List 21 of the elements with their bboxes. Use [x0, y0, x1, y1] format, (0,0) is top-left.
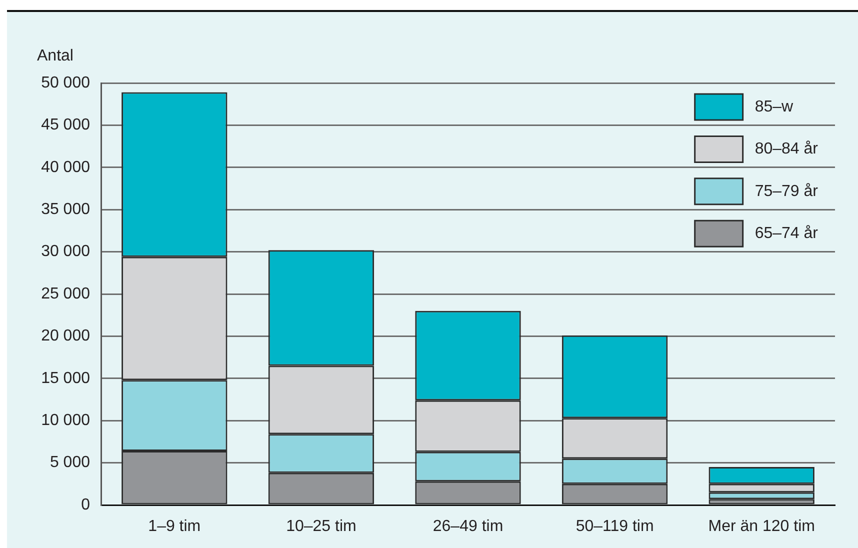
x-tick-label: 50–119 tim [576, 518, 654, 536]
y-tick-label: 5 000 [50, 454, 90, 472]
legend-label: 65–74 år [754, 225, 819, 242]
y-tick-label: 25 000 [41, 285, 90, 302]
y-tick-label: 30 000 [41, 243, 90, 260]
y-tick-label: 10 000 [41, 412, 90, 430]
x-tick-label: Mer än 120 tim [708, 518, 815, 536]
x-tick-label: 1–9 tim [148, 518, 201, 536]
y-tick-label: 40 000 [41, 158, 90, 176]
y-tick-label: 50 000 [41, 74, 90, 92]
y-axis-title: Antal [37, 47, 74, 64]
y-tick-label: 0 [81, 496, 90, 514]
y-tick-label: 45 000 [41, 116, 90, 134]
x-tick-label: 26–49 tim [432, 518, 504, 536]
x-tick-label: 10–25 tim [286, 518, 356, 536]
legend-label: 85–w [754, 98, 794, 116]
y-tick-label: 35 000 [41, 201, 90, 218]
y-tick-label: 15 000 [41, 370, 90, 387]
y-tick-label: 20 000 [41, 328, 90, 345]
legend-label: 75–79 år [754, 182, 819, 200]
legend-label: 80–84 år [754, 140, 819, 158]
